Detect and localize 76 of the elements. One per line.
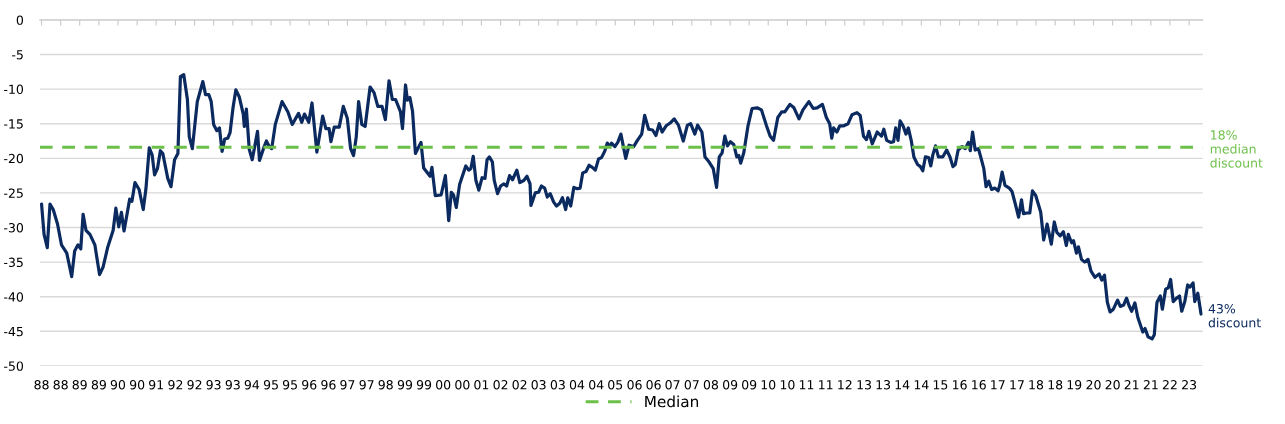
x-tick-label: 13 — [876, 380, 891, 390]
y-tick-label: -30 — [4, 222, 24, 233]
x-tick-label: 97 — [340, 380, 355, 390]
x-tick-label: 04 — [569, 380, 585, 390]
x-tick-label: 00 — [455, 380, 470, 390]
x-tick-label: 17 — [1010, 380, 1024, 390]
x-tick-label: 12 — [838, 380, 852, 390]
x-tick-label: 07 — [665, 380, 680, 390]
x-tick-label: 18 — [1029, 380, 1044, 390]
x-tick-label: 21 — [1124, 380, 1139, 390]
x-tick-label: 09 — [723, 380, 738, 390]
x-tick-label: 02 — [493, 380, 508, 390]
y-tick-label: -10 — [4, 84, 24, 95]
x-tick-label: 95 — [263, 380, 278, 390]
x-tick-label: 16 — [953, 380, 967, 390]
x-tick-label: 01 — [474, 380, 489, 390]
y-tick-label: -20 — [4, 153, 24, 164]
x-tick-label: 06 — [627, 380, 642, 390]
y-tick-label: -5 — [12, 50, 23, 60]
annotation: 18% median discount — [1210, 130, 1263, 168]
x-tick-label: 07 — [684, 380, 699, 390]
x-tick-label: 05 — [608, 380, 623, 390]
x-tick-label: 09 — [742, 380, 757, 390]
x-tick-label: 92 — [187, 380, 202, 390]
x-tick-label: 99 — [416, 380, 432, 390]
x-tick-label: 11 — [819, 380, 833, 390]
x-tick-label: 90 — [110, 380, 126, 390]
y-tick-label: -25 — [4, 188, 23, 198]
y-tick-label: -45 — [4, 326, 23, 337]
x-tick-label: 10 — [780, 380, 795, 390]
x-tick-label: 98 — [378, 380, 393, 390]
y-tick-label: -35 — [4, 257, 23, 268]
x-tick-label: 03 — [550, 380, 565, 390]
x-tick-label: 23 — [1182, 380, 1197, 390]
x-tick-label: 14 — [914, 380, 929, 390]
x-tick-label: 17 — [991, 380, 1005, 390]
x-tick-label: 88 — [53, 380, 68, 390]
x-tick-label: 96 — [302, 380, 317, 390]
x-tick-label: 93 — [225, 380, 240, 390]
x-tick-label: 91 — [149, 380, 163, 390]
x-tick-label: 20 — [1105, 380, 1120, 390]
line-series — [39, 72, 1203, 341]
y-tick-label: -50 — [4, 361, 24, 371]
x-tick-label: 16 — [972, 380, 986, 390]
x-tick-label: 95 — [282, 380, 297, 390]
x-tick-label: 14 — [895, 380, 910, 390]
x-tick-label: 08 — [703, 380, 719, 390]
x-tick-label: 19 — [1067, 380, 1082, 390]
x-tick-label: 18 — [1048, 380, 1063, 390]
x-tick-label: 06 — [646, 380, 661, 390]
x-tick-label: 13 — [857, 380, 872, 390]
x-tick-label: 15 — [933, 380, 948, 390]
x-tick-label: 20 — [1086, 380, 1101, 390]
annotation: 43% discount — [1208, 303, 1261, 328]
x-tick-label: 88 — [34, 380, 49, 390]
x-tick-label: 94 — [244, 380, 260, 390]
x-tick-label: 00 — [436, 380, 451, 390]
x-tick-label: 03 — [531, 380, 546, 390]
x-tick-label: 21 — [1143, 380, 1158, 390]
x-tick-label: 04 — [589, 380, 604, 390]
x-tick-label: 99 — [397, 380, 413, 390]
x-tick-label: 90 — [129, 380, 145, 390]
x-tick-label: 97 — [359, 380, 374, 390]
x-tick-label: 02 — [512, 380, 527, 390]
legend-label: Median — [645, 395, 699, 408]
x-tick-label: 92 — [168, 380, 183, 390]
x-tick-label: 10 — [761, 380, 776, 390]
x-tick-label: 89 — [72, 380, 87, 390]
y-tick-label: 0 — [16, 15, 24, 25]
x-tick-label: 96 — [321, 380, 336, 390]
x-tick-label: 11 — [799, 380, 814, 390]
x-tick-label: 22 — [1162, 380, 1177, 390]
x-tick-label: 93 — [206, 380, 221, 390]
y-tick-label: -40 — [4, 292, 24, 302]
x-tick-label: 89 — [91, 380, 106, 390]
y-tick-label: -15 — [4, 119, 23, 129]
